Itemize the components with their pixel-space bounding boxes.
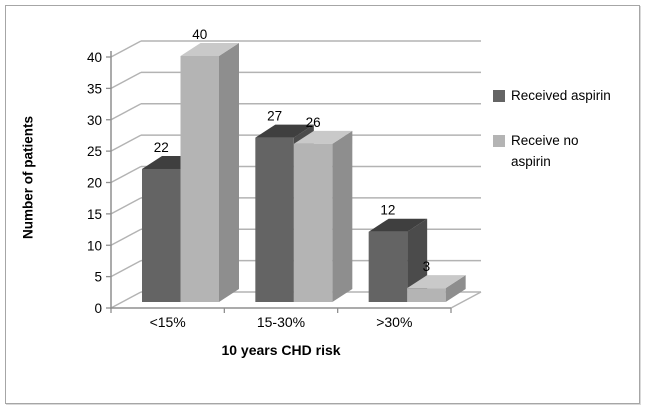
- bar-side-face: [332, 130, 353, 302]
- y-tick-label: 15: [87, 207, 102, 222]
- floor-right-edge: [450, 291, 482, 309]
- value-label: 40: [192, 27, 207, 42]
- value-label: 3: [423, 259, 431, 274]
- bar-front-face: [407, 288, 446, 302]
- wall-depth-line: [110, 134, 142, 152]
- y-tick-label: 20: [87, 176, 102, 191]
- bar-group-1: 22 40: [142, 27, 239, 302]
- bar: [368, 218, 428, 302]
- bar: [180, 43, 239, 302]
- bar-group-3: 12 3: [368, 203, 466, 302]
- bar: [293, 130, 353, 302]
- legend-label-received-aspirin: Received aspirin: [511, 88, 611, 103]
- wall-depth-line: [110, 71, 142, 89]
- y-axis-title: Number of patients: [20, 116, 36, 240]
- category-label: >30%: [376, 314, 412, 330]
- value-label: 12: [380, 203, 395, 218]
- y-tick-label: 30: [87, 113, 102, 128]
- category-label: 15-30%: [257, 314, 305, 330]
- bar: [407, 275, 466, 302]
- wall-depth-line: [110, 165, 142, 184]
- bar-top-face: [255, 124, 314, 138]
- bar-top-face: [368, 218, 428, 232]
- legend-label-receive-no-aspirin: Receive no aspirin: [511, 133, 579, 169]
- axes: 0 5 10 15 20 25 30 35 40 <15% 15-30% >30%: [87, 50, 452, 330]
- category-label: <15%: [150, 314, 186, 330]
- x-axis-title: 10 years CHD risk: [221, 342, 341, 358]
- bar-front-face: [180, 56, 219, 302]
- bars: 22 40 27 26 12 3: [142, 27, 466, 302]
- y-tick-label: 40: [87, 50, 102, 65]
- value-label: 22: [154, 140, 169, 155]
- wall-depth-line: [110, 228, 142, 246]
- wall-depth-line: [110, 40, 142, 58]
- chart-frame: 22 40 27 26 12 3 0 5 10 15 20 25 30 35 40 <15% 15-30% >30…: [5, 5, 640, 404]
- bar-top-face: [180, 43, 239, 56]
- bar-top-face: [293, 130, 353, 144]
- wall-depth-line: [110, 291, 142, 309]
- legend-swatch-received-aspirin: [493, 90, 505, 102]
- legend-item-received-aspirin: Received aspirin: [493, 86, 643, 106]
- bar-top-face: [407, 275, 466, 289]
- y-tick-label: 0: [94, 301, 102, 316]
- bar-front-face: [368, 231, 408, 302]
- bar-group-2: 27 26: [255, 109, 353, 302]
- wall-depth-line: [110, 260, 142, 278]
- wall-depth-line: [110, 197, 142, 215]
- chart-legend: Received aspirin Receive no aspirin: [493, 86, 643, 197]
- y-tick-label: 10: [87, 238, 102, 253]
- y-tick-label: 5: [94, 270, 102, 285]
- legend-item-receive-no-aspirin: Receive no aspirin: [493, 131, 643, 172]
- legend-swatch-receive-no-aspirin: [493, 135, 505, 148]
- value-label: 27: [267, 109, 282, 124]
- y-tick-label: 35: [87, 81, 102, 96]
- bar-side-face: [445, 275, 466, 302]
- value-label: 26: [306, 115, 321, 130]
- bar-front-face: [142, 168, 181, 302]
- bar-front-face: [255, 137, 294, 302]
- wall-depth-line: [110, 103, 142, 121]
- y-tick-label: 25: [87, 144, 102, 159]
- bar-side-face: [219, 43, 239, 302]
- bar-front-face: [293, 143, 333, 302]
